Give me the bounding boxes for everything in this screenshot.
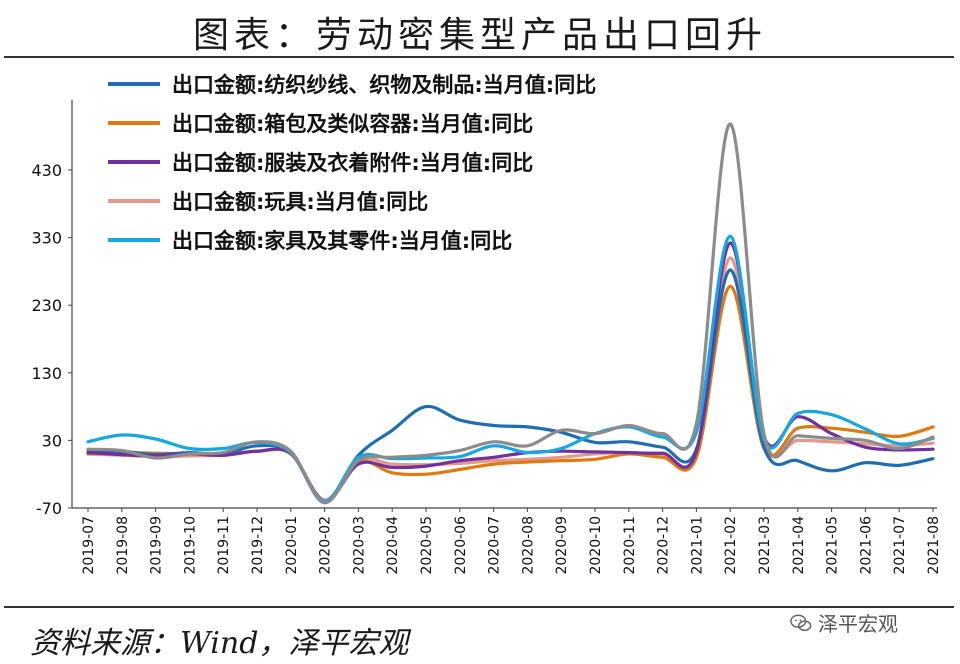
x-tick-label: 2020-11 (622, 516, 638, 575)
x-tick-label: 2020-10 (588, 516, 604, 575)
series-lines (86, 122, 935, 505)
wechat-icon (790, 613, 812, 631)
x-tick-label: 2019-10 (182, 516, 198, 575)
watermark-text: 泽平宏观 (818, 612, 898, 636)
x-axis: 2019-07 2019-08 2019-09 2019-10 2019-11 2019-… (72, 507, 942, 575)
chart-title: 图表：劳动密集型产品出口回升 (192, 15, 767, 56)
watermark: 泽平宏观 (790, 608, 898, 637)
y-tick-label: 30 (42, 431, 62, 450)
y-tick-label: 230 (31, 296, 62, 315)
x-tick-label: 2020-09 (554, 516, 570, 575)
legend-label-1: 出口金额:箱包及类似容器:当月值:同比 (172, 112, 533, 136)
series-line-0 (86, 268, 935, 505)
x-tick-label: 2020-01 (284, 516, 300, 575)
x-tick-label: 2019-11 (216, 516, 232, 575)
x-tick-label: 2021-06 (858, 516, 874, 575)
x-tick-label: 2021-04 (791, 516, 807, 575)
series-line-5 (86, 122, 935, 505)
y-tick-label: -70 (36, 499, 62, 518)
legend-label-0: 出口金额:纺织纱线、织物及制品:当月值:同比 (172, 73, 596, 97)
x-tick-label: 2020-12 (656, 516, 672, 575)
series-line-4 (86, 234, 935, 503)
y-tick-label: 130 (31, 364, 62, 383)
x-tick-label: 2021-07 (892, 516, 908, 575)
x-tick-label: 2019-09 (149, 516, 165, 575)
x-tick-label: 2020-03 (351, 516, 367, 575)
legend-label-2: 出口金额:服装及衣着附件:当月值:同比 (172, 151, 533, 175)
x-tick-label: 2021-08 (926, 516, 942, 575)
legend-label-4: 出口金额:家具及其零件:当月值:同比 (172, 229, 512, 253)
x-tick-label: 2020-02 (318, 516, 334, 575)
x-tick-label: 2019-07 (81, 516, 97, 575)
y-tick-label: 430 (31, 161, 62, 180)
x-tick-label: 2021-02 (723, 516, 739, 575)
x-tick-label: 2020-05 (419, 516, 435, 575)
y-axis: -70 30 130 230 330 430 (31, 100, 73, 518)
x-tick-label: 2021-01 (689, 516, 705, 575)
x-tick-label: 2020-08 (520, 516, 536, 575)
x-tick-label: 2019-08 (115, 516, 131, 575)
x-tick-label: 2021-05 (825, 516, 841, 575)
legend-label-3: 出口金额:玩具:当月值:同比 (172, 190, 428, 214)
series-line-1 (86, 284, 935, 503)
source-note: 资料来源：Wind，泽平宏观 (30, 626, 409, 661)
legend: 出口金额:纺织纱线、织物及制品:当月值:同比出口金额:箱包及类似容器:当月值:同… (108, 73, 596, 253)
y-tick-label: 330 (31, 229, 62, 248)
x-tick-label: 2019-12 (250, 516, 266, 575)
x-tick-label: 2020-06 (453, 516, 469, 575)
x-tick-label: 2021-03 (757, 516, 773, 575)
x-tick-label: 2020-04 (385, 516, 401, 575)
x-tick-label: 2020-07 (487, 516, 503, 575)
plot-frame (4, 56, 954, 608)
